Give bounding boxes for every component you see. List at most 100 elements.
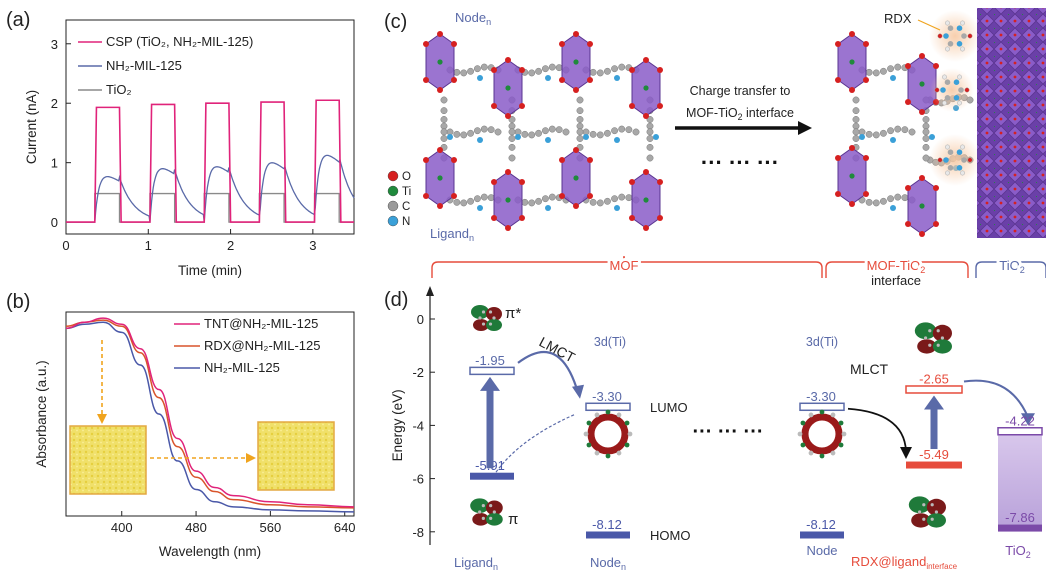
energy-tick-label: 0 (417, 312, 424, 327)
carbon-atom (453, 130, 461, 138)
carbon-atom (508, 116, 516, 123)
ligand-homo-orbital-atom (489, 516, 493, 520)
ligand-lumo-orbital-lobe (471, 305, 489, 319)
node2-orbital-atom (830, 450, 836, 456)
carbon-atom (473, 195, 481, 203)
energy-levels: π*-1.95-5.91πLigandnLMCT3d(Ti)-3.30LUMO-… (454, 305, 1043, 572)
atom (933, 185, 939, 191)
carbon-atom (901, 126, 909, 134)
carbon-atom (576, 96, 584, 104)
node-orbital-atom (583, 431, 589, 437)
atom (919, 53, 925, 59)
atom (919, 203, 925, 209)
atom (657, 67, 663, 73)
carbon-atom (603, 129, 611, 137)
carbon-atom (528, 131, 536, 139)
lmct-arrowhead (572, 384, 584, 399)
carbon-atom (894, 193, 902, 201)
carbon-atom (589, 198, 597, 206)
carbon-atom (908, 128, 916, 136)
node-homo-value: -8.12 (592, 517, 622, 532)
carbon-atom (548, 63, 556, 71)
nitrogen-atom (545, 75, 551, 81)
node-lumo-level (585, 402, 631, 412)
atom (587, 157, 593, 163)
carbon-atom (541, 195, 549, 203)
atom (437, 87, 443, 93)
ligand-lumo-orbital-atom (488, 310, 493, 314)
tio2-cb-level (997, 427, 1043, 436)
bracket-tio2: TiO2 (975, 255, 1046, 278)
rdx-homo-orbital-lobe (908, 496, 931, 514)
carbon-atom (625, 194, 633, 202)
atom (451, 41, 457, 47)
panel-c: (c) Noden O Ti CN Ligandn Charge transfer … (384, 8, 1046, 288)
panel-d-dots: ··· ··· ··· (692, 421, 763, 443)
atom-swatch (387, 200, 399, 212)
node2-orbital-atom (819, 409, 825, 415)
carbon-atom (440, 116, 448, 123)
nitrogen-atom (614, 137, 620, 143)
arrow-head-down (97, 414, 107, 424)
node-3d-label: 3d(Ti) (594, 335, 626, 349)
rdx-pointer (917, 19, 941, 31)
nitrogen-atom (614, 75, 620, 81)
mlct-label: MLCT (850, 361, 889, 377)
carbon-atom (487, 126, 495, 134)
node2-homo-level (800, 531, 844, 539)
node2-orbital-ring (801, 413, 843, 455)
powder-photo-right (257, 421, 335, 491)
pi-star-label: π* (505, 305, 521, 322)
carbon-atom (596, 131, 604, 139)
atom (657, 215, 663, 221)
atom (657, 179, 663, 185)
rdx-atom (956, 164, 963, 171)
arrow-text-line1: Charge transfer to (690, 84, 791, 98)
carbon-atom (894, 125, 902, 133)
atom (587, 41, 593, 47)
carbon-atom (894, 63, 902, 71)
atom (519, 67, 525, 73)
rdx-atom (947, 40, 954, 47)
tio2-vb-level (998, 524, 1042, 532)
powder-photo-left (69, 425, 147, 495)
node-orbital-atom (624, 420, 630, 426)
atom (643, 197, 649, 203)
plot-frame (65, 19, 355, 235)
series-tnt-nh-mil-125 (65, 317, 355, 508)
bracket-mof-label: MOF (610, 258, 639, 273)
carbon-atom (473, 65, 481, 73)
atom (905, 63, 911, 69)
node2-column-label: Node (806, 543, 837, 558)
node2-orbital-atom (838, 442, 844, 448)
x-tick-label: 1 (145, 238, 152, 253)
carbon-atom (541, 127, 549, 135)
carbon-atom (508, 135, 516, 142)
rdx-lumo-orbital-lobe (932, 339, 953, 354)
y-tick-label: 2 (51, 96, 58, 111)
ligand-homo-orbital-atom (478, 510, 482, 514)
carbon-atom (887, 127, 895, 135)
carbon-atom (480, 193, 488, 201)
atom (849, 145, 855, 151)
energy-axis-label: Energy (eV) (390, 389, 405, 461)
rdx-label: RDX (884, 11, 912, 26)
atom (437, 31, 443, 37)
atom (573, 31, 579, 37)
rdx-lumo-orbital-atom (928, 329, 932, 333)
rdx-homo-orbital-atom (930, 517, 934, 521)
rdx-glow-mid (930, 68, 974, 112)
carbon-atom (603, 67, 611, 75)
rdx-atom (967, 157, 973, 163)
y-tick-label: 1 (51, 156, 58, 171)
atom (519, 215, 525, 221)
carbon-atom (460, 131, 468, 139)
tio2-band-gap (998, 431, 1042, 529)
atom (559, 41, 565, 47)
rdx-atom (953, 79, 960, 86)
atom (863, 41, 869, 47)
carbon-atom (646, 143, 654, 151)
energy-tick-label: -6 (412, 472, 424, 487)
atom (505, 225, 511, 231)
rdx-atom (960, 46, 965, 52)
